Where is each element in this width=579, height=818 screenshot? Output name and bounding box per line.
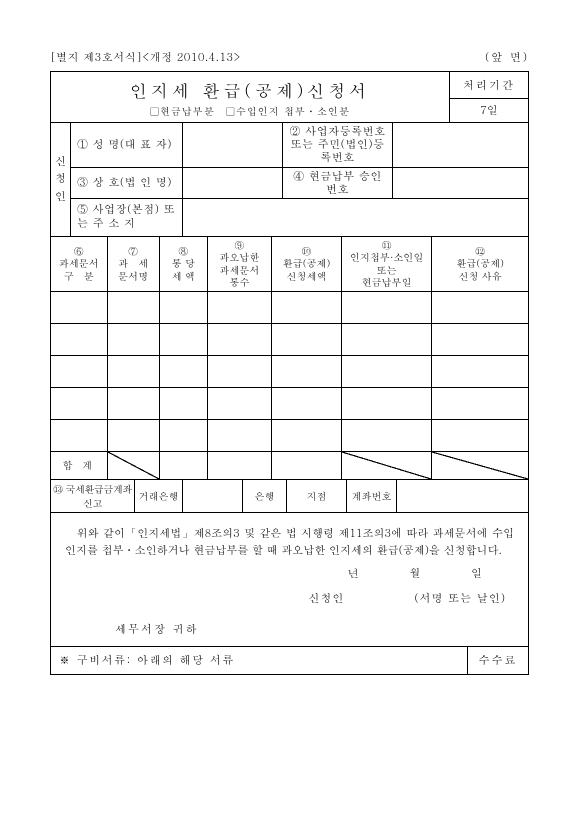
table-cell[interactable] (207, 323, 271, 355)
account-number-value[interactable] (397, 480, 528, 512)
table-cell[interactable] (207, 387, 271, 419)
table-cell[interactable] (432, 387, 528, 419)
main-table: ⑥과세문서구 분⑦과 세문서명⑧통 당세 액⑨과오납한과세문서통수⑩환급(공제)… (51, 237, 528, 480)
field-5-label: ⑤ 사업장(본점) 또는 주 소 지 (71, 199, 183, 236)
table-cell[interactable] (51, 323, 107, 355)
table-cell[interactable] (342, 419, 432, 451)
field-4-label: ④ 현금납부 승인번호 (283, 168, 393, 198)
field-1-value[interactable] (183, 123, 283, 167)
applicant-block: 신청인 ① 성 명(대 표 자) ② 사업자등록번호 또는 주민(법인)등록번호… (51, 123, 528, 237)
table-cell[interactable] (271, 387, 341, 419)
field-3-label: ③ 상 호(법 인 명) (71, 168, 183, 198)
title-row: 인지세 환급(공제)신청서 □현금납부분 □수입인지 첩부ㆍ소인분 처리기간 7… (51, 72, 528, 123)
table-cell[interactable] (432, 291, 528, 323)
table-cell[interactable] (342, 355, 432, 387)
account-bank-name: 은행 (243, 480, 287, 512)
col-header-6: ⑥과세문서구 분 (51, 237, 107, 292)
office-addressee: 세무서장 귀하 (65, 621, 514, 638)
account-bank-label: 거래은행 (135, 480, 183, 512)
table-cell[interactable] (159, 291, 207, 323)
signer-label: 신청인 (308, 590, 344, 607)
applicant-vertical-label: 신청인 (51, 123, 71, 236)
declaration-text: 위와 같이「인지세법」제8조의3 및 같은 법 시행령 제11조의3에 따라 과… (65, 525, 514, 559)
table-cell[interactable] (342, 323, 432, 355)
field-1-label: ① 성 명(대 표 자) (71, 123, 183, 167)
table-cell[interactable] (271, 419, 341, 451)
form-title: 인지세 환급(공제)신청서 (51, 78, 449, 102)
field-3-value[interactable] (183, 168, 283, 198)
table-cell[interactable] (432, 323, 528, 355)
col-header-7: ⑦과 세문서명 (107, 237, 159, 292)
table-cell[interactable] (342, 387, 432, 419)
diagonal-cell (107, 451, 159, 479)
account-number-label: 계좌번호 (347, 480, 397, 512)
field-2-label: ② 사업자등록번호 또는 주민(법인)등록번호 (283, 123, 393, 167)
field-2-value[interactable] (393, 123, 528, 167)
table-cell[interactable] (207, 355, 271, 387)
account-label: ⑬ 국세환급금계좌신고 (51, 480, 135, 512)
table-cell[interactable] (107, 291, 159, 323)
table-cell[interactable] (51, 419, 107, 451)
attachments-row: ※ 구비서류: 아래의 해당 서류 수수료 (51, 646, 528, 674)
account-row: ⑬ 국세환급금계좌신고 거래은행 은행 지점 계좌번호 (51, 480, 528, 513)
table-cell[interactable] (432, 355, 528, 387)
table-cell[interactable] (207, 419, 271, 451)
declaration-block: 위와 같이「인지세법」제8조의3 및 같은 법 시행령 제11조의3에 따라 과… (51, 513, 528, 646)
table-cell[interactable] (159, 323, 207, 355)
col-header-11: ⑪인지첩부·소인일또는현금납부일 (342, 237, 432, 292)
account-branch[interactable]: 지점 (287, 480, 347, 512)
table-cell[interactable] (159, 387, 207, 419)
total-cell (159, 451, 207, 479)
sign-note: (서명 또는 날인) (414, 590, 506, 607)
table-cell[interactable] (207, 291, 271, 323)
form-id: [별지 제3호서식]<개정 2010.4.13> (50, 50, 241, 65)
col-header-9: ⑨과오납한과세문서통수 (207, 237, 271, 292)
table-cell[interactable] (107, 355, 159, 387)
page-side: (앞 면) (485, 50, 529, 65)
fee-label: 수수료 (468, 647, 528, 674)
table-cell[interactable] (159, 419, 207, 451)
col-header-8: ⑧통 당세 액 (159, 237, 207, 292)
table-cell[interactable] (51, 387, 107, 419)
table-cell[interactable] (342, 291, 432, 323)
main-form: 인지세 환급(공제)신청서 □현금납부분 □수입인지 첩부ㆍ소인분 처리기간 7… (50, 71, 529, 675)
field-4-value[interactable] (393, 168, 528, 198)
table-cell[interactable] (107, 387, 159, 419)
col-header-12: ⑫환급(공제)신청 사유 (432, 237, 528, 292)
total-cell (271, 451, 341, 479)
declaration-date: 년 월 일 (65, 565, 514, 582)
form-subtitle: □현금납부분 □수입인지 첩부ㆍ소인분 (51, 104, 449, 118)
table-cell[interactable] (432, 419, 528, 451)
table-cell[interactable] (51, 291, 107, 323)
col-header-10: ⑩환급(공제)신청세액 (271, 237, 341, 292)
total-cell (207, 451, 271, 479)
period-value: 7일 (450, 99, 528, 123)
diagonal-cell (342, 451, 432, 479)
table-cell[interactable] (51, 355, 107, 387)
attachments-label: ※ 구비서류: 아래의 해당 서류 (51, 647, 468, 674)
table-cell[interactable] (271, 323, 341, 355)
diagonal-cell (432, 451, 528, 479)
table-cell[interactable] (271, 355, 341, 387)
table-cell[interactable] (107, 419, 159, 451)
period-label: 처리기간 (450, 72, 528, 99)
table-cell[interactable] (159, 355, 207, 387)
field-5-value[interactable] (183, 199, 528, 236)
table-cell[interactable] (271, 291, 341, 323)
total-label: 합 계 (51, 451, 107, 479)
account-bank-value[interactable] (183, 480, 243, 512)
table-cell[interactable] (107, 323, 159, 355)
